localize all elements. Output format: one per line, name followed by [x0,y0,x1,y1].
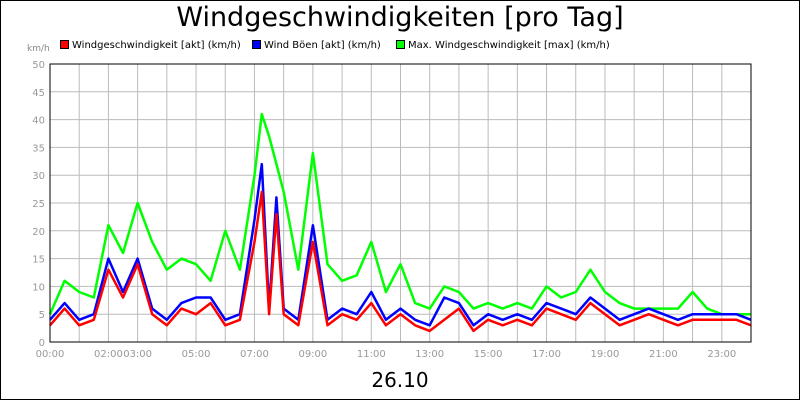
x-tick-label: 21:00 [649,349,678,360]
date-label: 26.10 [371,368,429,392]
series-line-gusts [49,162,752,327]
x-tick-label: 03:00 [123,349,152,360]
x-tick-label: 00:00 [36,349,65,360]
legend-item-max: Max. Windgeschwindigkeit [max] (km/h) [396,39,610,51]
y-tick-label: 10 [32,282,45,293]
y-tick-label: 40 [32,116,45,127]
y-tick-label: 35 [32,143,45,154]
x-tick-label: 02:00 [94,349,123,360]
y-tick-labels: 0 5 10 15 20 25 30 35 40 45 50 [32,60,45,349]
x-tick-label: 11:00 [357,349,386,360]
series-lines [48,112,752,333]
x-tick-label: 09:00 [298,349,327,360]
x-tick-labels: 00:00 02:00 03:00 05:00 07:00 09:00 11:00 13:00… [36,349,737,360]
y-tick-label: 50 [32,60,45,71]
legend-swatch-max [396,39,405,49]
y-tick-label: 25 [32,199,45,210]
x-tick-label: 07:00 [240,349,269,360]
y-tick-label: 15 [32,255,45,266]
series-line-max [48,112,751,316]
y-tick-label: 5 [39,310,45,321]
x-tick-label: 13:00 [415,349,444,360]
legend-label-gusts: Wind Böen [akt] (km/h) [264,40,381,51]
x-tick-label: 05:00 [182,349,211,360]
grid [49,63,752,343]
x-tick-label: 19:00 [591,349,620,360]
legend-label-max: Max. Windgeschwindigkeit [max] (km/h) [408,40,610,51]
legend-item-gusts: Wind Böen [akt] (km/h) [252,39,381,51]
y-tick-label: 20 [32,227,45,238]
legend-item-speed: Windgeschwindigkeit [akt] (km/h) [60,39,241,51]
legend-label-speed: Windgeschwindigkeit [akt] (km/h) [72,40,241,51]
y-tick-label: 45 [32,88,45,99]
legend-swatch-speed [60,39,69,49]
x-tick-label: 23:00 [707,349,736,360]
chart-title: Windgeschwindigkeiten [pro Tag] [176,2,624,33]
y-tick-label: 30 [32,171,45,182]
x-tick-label: 15:00 [474,349,503,360]
y-tick-label: 0 [39,338,45,349]
x-tick-label: 17:00 [532,349,561,360]
plot-border [49,63,752,343]
y-unit-label: km/h [27,44,50,54]
legend-swatch-gusts [252,39,261,49]
series-line-speed [49,190,752,333]
